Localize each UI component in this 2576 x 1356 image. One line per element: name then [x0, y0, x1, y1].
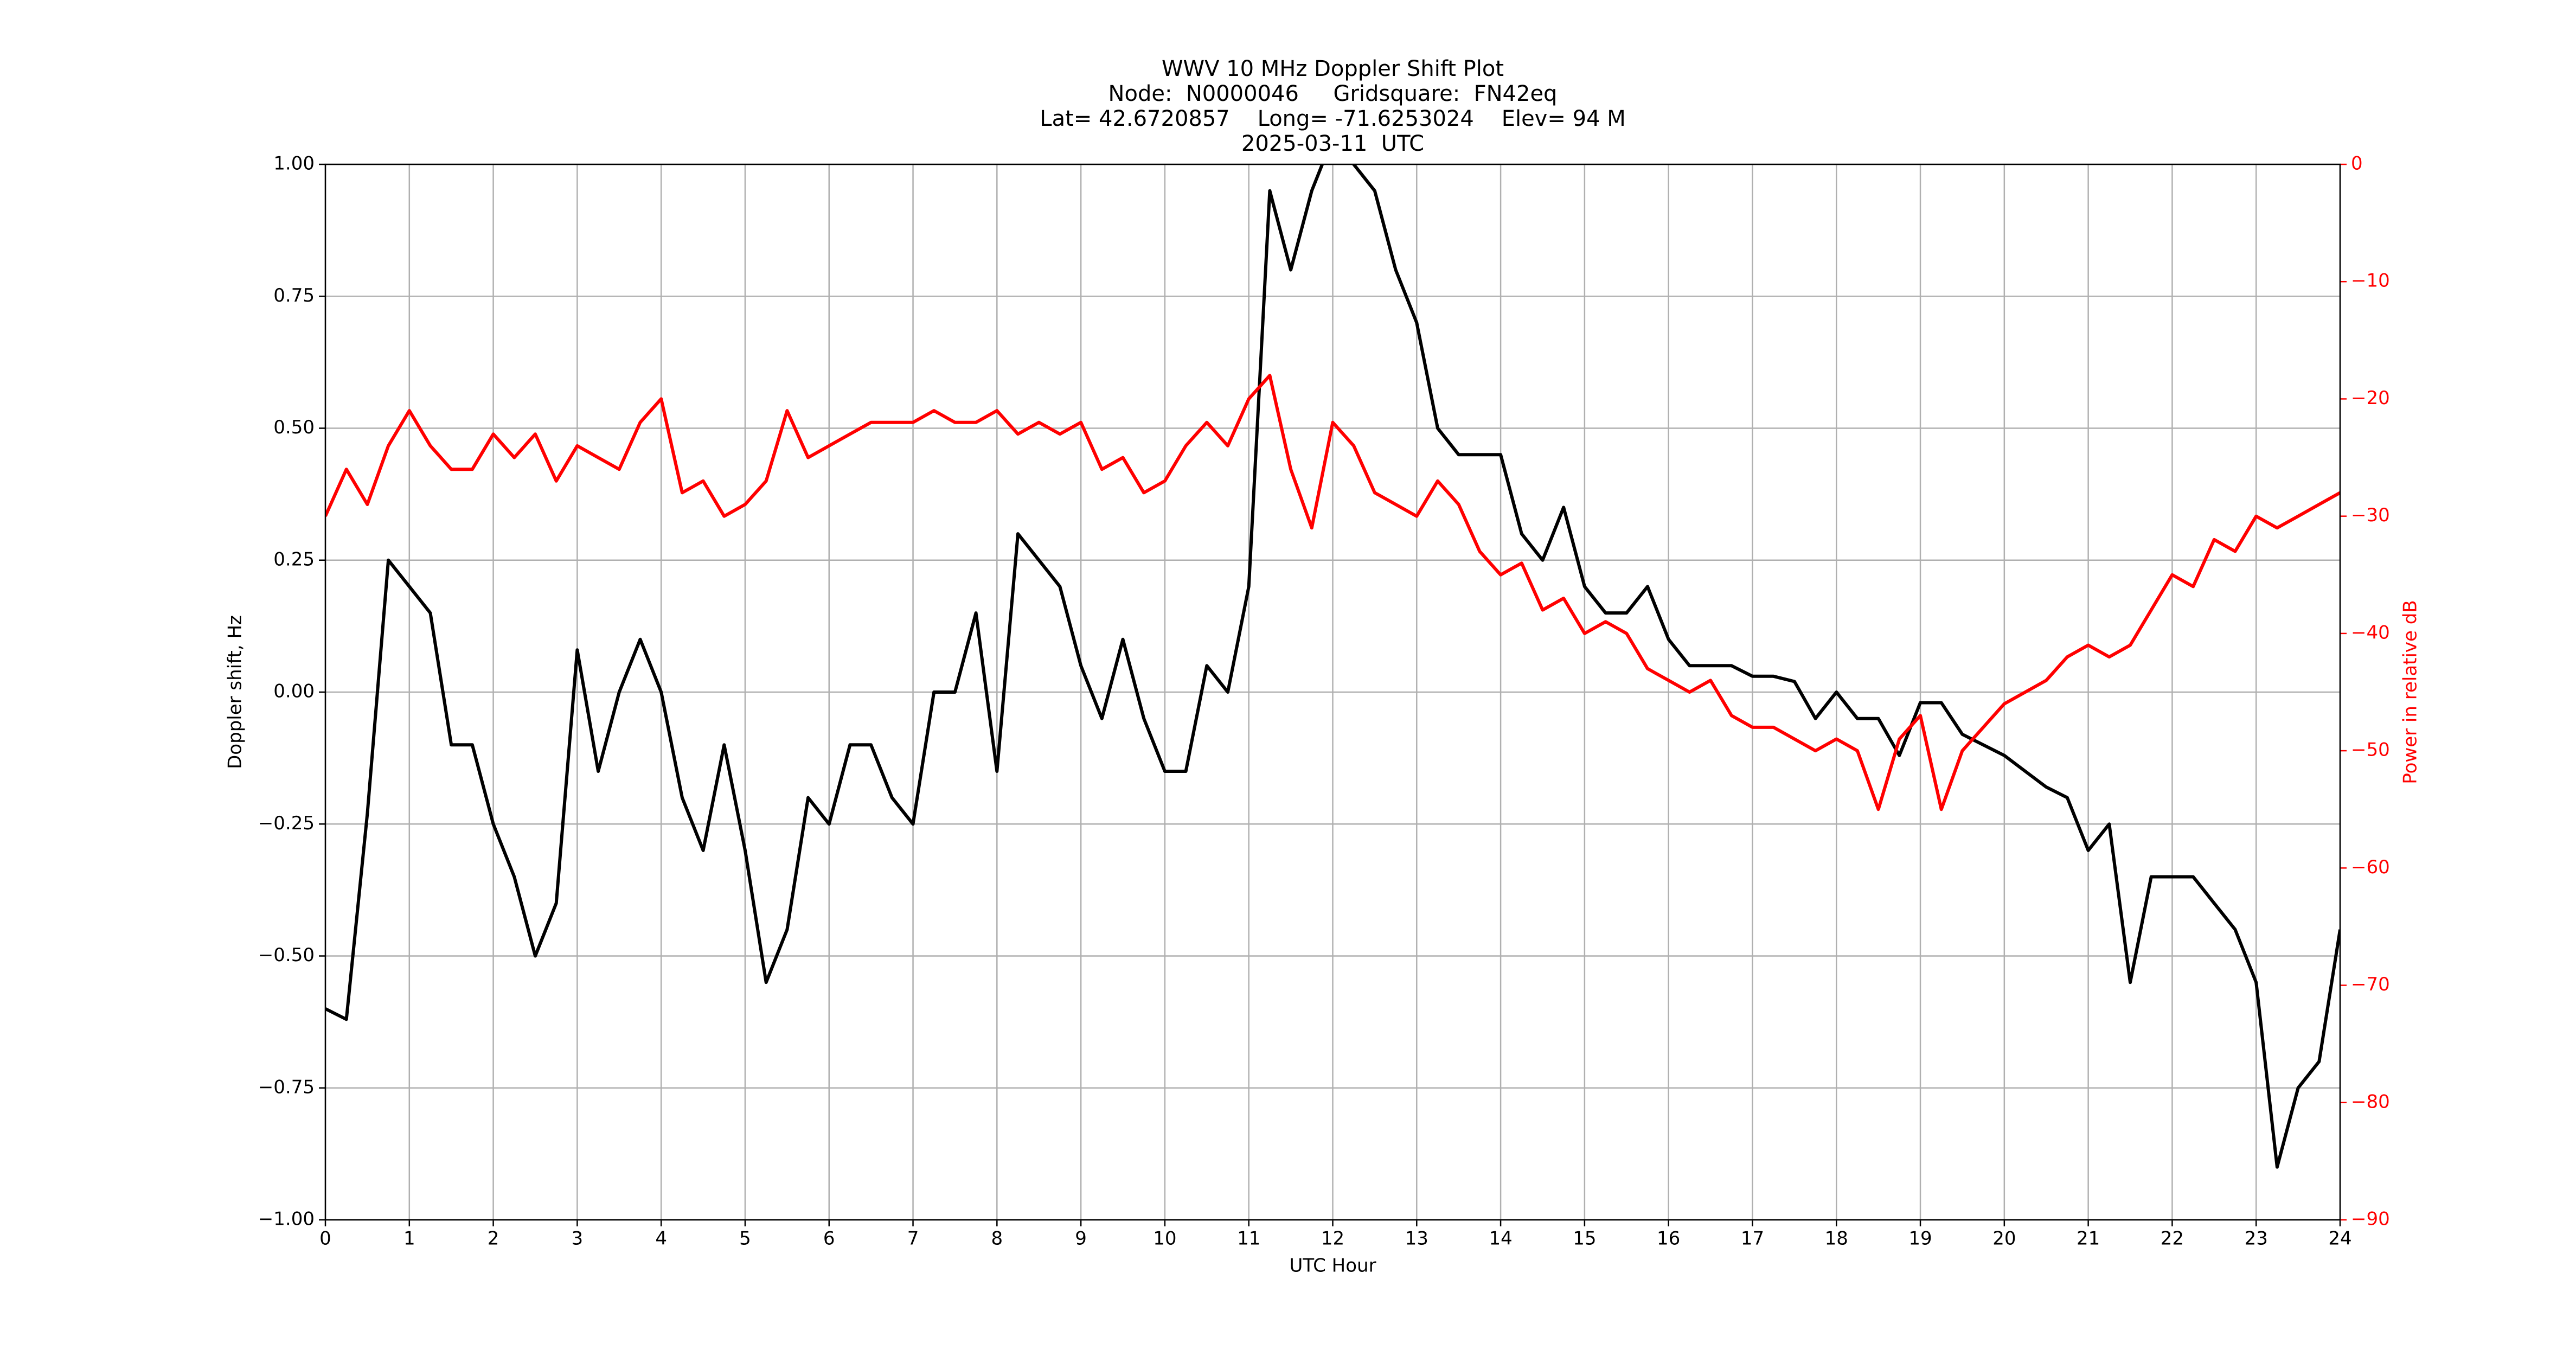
x-tick-label: 2: [488, 1228, 499, 1250]
plot-frame: [324, 163, 2341, 1221]
x-tick-label: 21: [2077, 1228, 2100, 1250]
y-tick-label: 0.75: [273, 285, 315, 306]
x-axis-label: UTC Hour: [1289, 1255, 1376, 1277]
x-tick-label: 5: [739, 1228, 751, 1250]
chart-title: Node: N0000046 Gridsquare: FN42eq: [1108, 81, 1558, 106]
y-tick-label: 0.50: [273, 417, 315, 438]
x-tick-label: 0: [319, 1228, 331, 1250]
x-tick-label: 11: [1237, 1228, 1260, 1250]
x-tick-label: 10: [1153, 1228, 1176, 1250]
x-tick-label: 6: [823, 1228, 835, 1250]
chart-title: Lat= 42.6720857 Long= -71.6253024 Elev= …: [1040, 106, 1625, 131]
x-tick-label: 12: [1321, 1228, 1344, 1250]
x-tick-label: 1: [403, 1228, 415, 1250]
data-line: [325, 374, 2340, 811]
plot-lines: [325, 164, 2340, 1169]
x-tick-label: 23: [2245, 1228, 2268, 1250]
y-axis-label: Doppler shift, Hz: [225, 615, 246, 769]
x-tick-label: 16: [1657, 1228, 1680, 1250]
y-tick-label: 0.00: [273, 681, 315, 702]
chart-title: WWV 10 MHz Doppler Shift Plot: [1162, 56, 1504, 81]
x-tick-label: 22: [2161, 1228, 2184, 1250]
data-line: [325, 164, 2340, 1169]
y2-tick-label: −50: [2351, 739, 2390, 761]
x-tick-label: 8: [991, 1228, 1003, 1250]
x-tick-label: 20: [1992, 1228, 2016, 1250]
y-tick-label: −0.25: [258, 813, 315, 834]
chart-title: 2025-03-11 UTC: [1241, 131, 1424, 156]
y-tick-label: −0.50: [258, 944, 315, 966]
x-tick-label: 15: [1573, 1228, 1596, 1250]
y2-tick-label: −90: [2351, 1208, 2390, 1230]
y2-tick-label: −60: [2351, 856, 2390, 878]
x-tick-label: 4: [655, 1228, 667, 1250]
y2-tick-label: 0: [2351, 153, 2363, 175]
y2-tick-label: −80: [2351, 1091, 2390, 1112]
x-tick-label: 7: [907, 1228, 919, 1250]
y-tick-label: −0.75: [258, 1076, 315, 1098]
x-tick-label: 17: [1741, 1228, 1764, 1250]
y2-tick-label: −10: [2351, 270, 2390, 292]
y2-tick-label: −40: [2351, 622, 2390, 643]
y-tick-label: 0.25: [273, 548, 315, 570]
y-tick-label: 1.00: [273, 153, 315, 175]
x-tick-label: 19: [1908, 1228, 1932, 1250]
y2-tick-label: −20: [2351, 387, 2390, 409]
x-tick-label: 3: [572, 1228, 584, 1250]
x-tick-label: 24: [2328, 1228, 2351, 1250]
x-tick-label: 14: [1489, 1228, 1512, 1250]
x-tick-label: 9: [1075, 1228, 1087, 1250]
y2-tick-label: −70: [2351, 974, 2390, 995]
y2-axis-label: Power in relative dB: [2400, 600, 2421, 784]
y-tick-label: −1.00: [258, 1208, 315, 1230]
x-tick-label: 18: [1825, 1228, 1848, 1250]
x-tick-label: 13: [1405, 1228, 1428, 1250]
y2-tick-label: −30: [2351, 504, 2390, 526]
